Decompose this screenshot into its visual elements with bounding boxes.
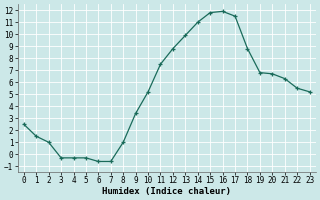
X-axis label: Humidex (Indice chaleur): Humidex (Indice chaleur) — [102, 187, 231, 196]
